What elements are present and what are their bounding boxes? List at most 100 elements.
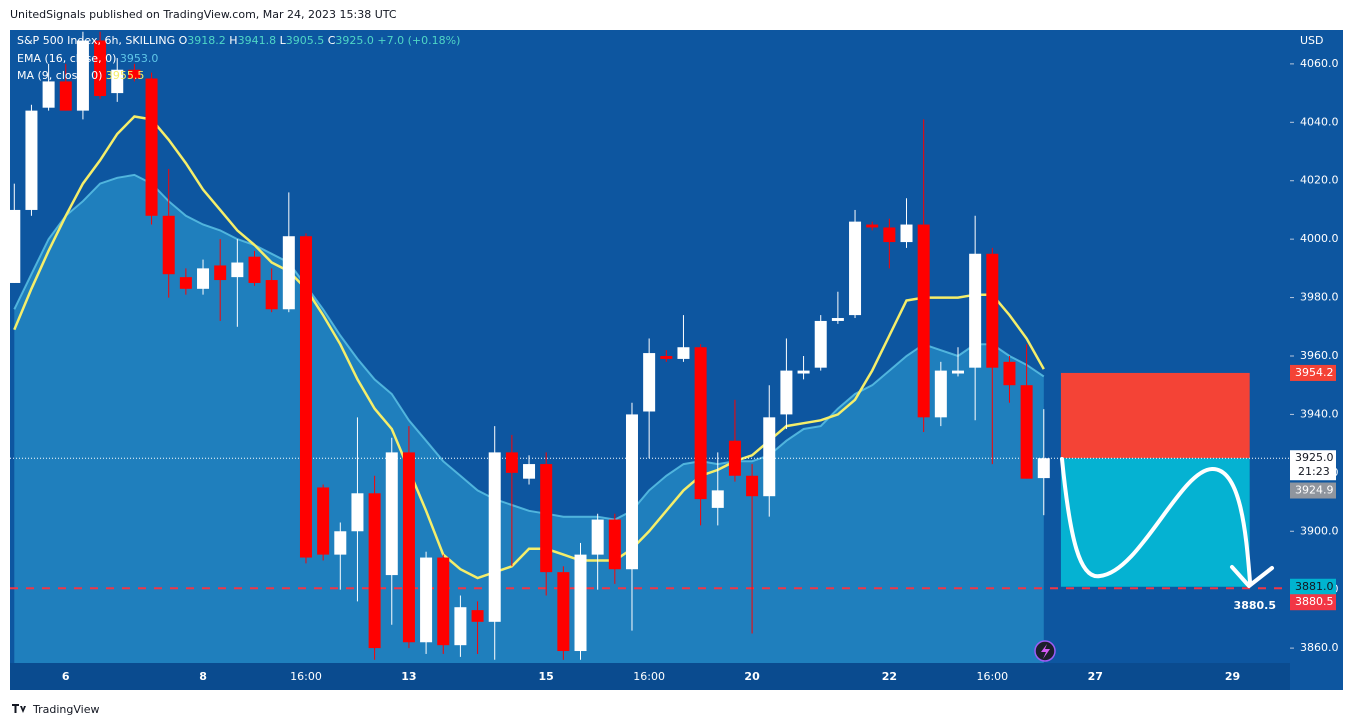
price-tag-label: 3924.9 — [1295, 484, 1334, 497]
candle-body — [162, 215, 175, 275]
ohlc-value: 3925.0 — [335, 34, 374, 47]
candle-body — [145, 78, 158, 216]
candle-body — [540, 464, 553, 573]
candle-body — [265, 280, 278, 310]
candle-body — [94, 40, 107, 97]
candle-body — [951, 370, 964, 374]
candle-body — [248, 256, 261, 283]
legend-value: 3953.0 — [120, 52, 159, 65]
candle-body — [420, 557, 433, 643]
legend-entry: EMA (16, close, 0) — [17, 52, 116, 65]
brand: TradingView — [32, 703, 99, 716]
x-tick-label: 13 — [401, 670, 416, 683]
indicator-line — [13, 115, 1045, 580]
candle-body — [866, 224, 879, 228]
candle-body — [917, 224, 930, 418]
candle-body — [351, 493, 364, 532]
y-tick-label: 3940.0 — [1300, 407, 1339, 420]
x-tick-label: 15 — [539, 670, 554, 683]
price-tag-label: 3881.0 — [1295, 580, 1334, 593]
symbol: S&P 500 Index, 6h, SKILLING — [17, 34, 175, 47]
candle-body — [900, 224, 913, 243]
candle-body — [574, 554, 587, 652]
candle-body — [797, 370, 810, 374]
candle-body — [59, 81, 72, 111]
candle-body — [1020, 385, 1033, 479]
candle-body — [557, 572, 570, 652]
x-tick-label: 16:00 — [633, 670, 665, 683]
candle-body — [677, 347, 690, 359]
candle-body — [883, 227, 896, 243]
currency: USD — [1300, 34, 1324, 47]
candle-body — [471, 610, 484, 622]
x-tick-label: 16:00 — [976, 670, 1008, 683]
legend-value: 3955.5 — [106, 69, 145, 82]
candle-body — [488, 452, 501, 622]
y-tick-label: 4040.0 — [1300, 115, 1339, 128]
candle-body — [523, 464, 536, 479]
ohlc-value: 3941.8 — [238, 34, 277, 47]
candle-body — [334, 531, 347, 555]
ohlc-key: C — [328, 34, 336, 47]
candle-body — [625, 414, 638, 570]
price-tag-label: 3880.5 — [1295, 595, 1334, 608]
legend-line: MA (9, close, 0) 3955.5 — [17, 69, 144, 82]
price-tag-label: 3954.2 — [1295, 366, 1334, 379]
candle-body — [454, 607, 467, 646]
x-tick-label: 29 — [1225, 670, 1240, 683]
candle-body — [969, 253, 982, 368]
legend-line: S&P 500 Index, 6h, SKILLING O3918.2 H394… — [17, 34, 460, 47]
candle-body — [214, 265, 227, 281]
plot: 3880.5 — [8, 31, 1290, 663]
candle-body — [1037, 458, 1050, 479]
event-icon-bolt — [1041, 644, 1050, 659]
candle-body — [42, 81, 55, 108]
candle-body — [746, 475, 759, 497]
candle-body — [111, 69, 124, 94]
x-tick-label: 16:00 — [290, 670, 322, 683]
annotation-curve — [1060, 457, 1274, 588]
price-tag-label: 3925.0 — [1295, 451, 1334, 464]
ohlc-value: 3905.5 — [286, 34, 325, 47]
candle-body — [282, 236, 295, 310]
candle-body — [934, 370, 947, 418]
candle-body — [231, 262, 244, 278]
stop-zone — [1060, 372, 1250, 459]
indicator-line — [13, 173, 1045, 521]
ohlc-value: 3918.2 — [187, 34, 226, 47]
candle-body — [1003, 361, 1016, 386]
candle-body — [128, 69, 141, 79]
brand-logo — [12, 704, 26, 713]
price-tag — [1290, 594, 1336, 611]
candle-body — [643, 353, 656, 412]
candle-body — [814, 320, 827, 368]
x-tick-label: 6 — [62, 670, 70, 683]
candle-body — [591, 519, 604, 555]
candle-body — [728, 440, 741, 476]
target-zone — [1060, 458, 1250, 587]
x-tick-label: 8 — [199, 670, 207, 683]
candle-body — [8, 209, 21, 283]
change: +7.0 (+0.18%) — [377, 34, 460, 47]
y-tick-label: 3960.0 — [1300, 349, 1339, 362]
candle-body — [608, 519, 621, 570]
time-axis — [10, 663, 1290, 690]
attribution: UnitedSignals published on TradingView.c… — [10, 8, 397, 21]
price-tag — [1290, 364, 1336, 381]
x-tick-label: 27 — [1088, 670, 1103, 683]
candle-body — [299, 236, 312, 558]
price-tag — [1290, 578, 1336, 595]
ohlc-key: H — [229, 34, 237, 47]
candle-body — [505, 452, 518, 473]
candle-body — [402, 452, 415, 643]
candle-body — [385, 452, 398, 576]
candle-body — [763, 417, 776, 497]
countdown: 21:23 — [1298, 465, 1330, 478]
price-tag — [1290, 450, 1336, 481]
candle-body — [368, 493, 381, 649]
candle-body — [76, 40, 89, 111]
candle-body — [437, 557, 450, 646]
candle-body — [694, 347, 707, 500]
x-tick-label: 20 — [744, 670, 760, 683]
